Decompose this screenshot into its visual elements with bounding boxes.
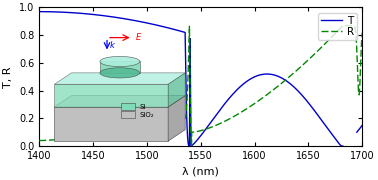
X-axis label: λ (nm): λ (nm)	[182, 166, 219, 177]
Legend: T, R: T, R	[318, 13, 357, 40]
Y-axis label: T, R: T, R	[3, 66, 14, 87]
